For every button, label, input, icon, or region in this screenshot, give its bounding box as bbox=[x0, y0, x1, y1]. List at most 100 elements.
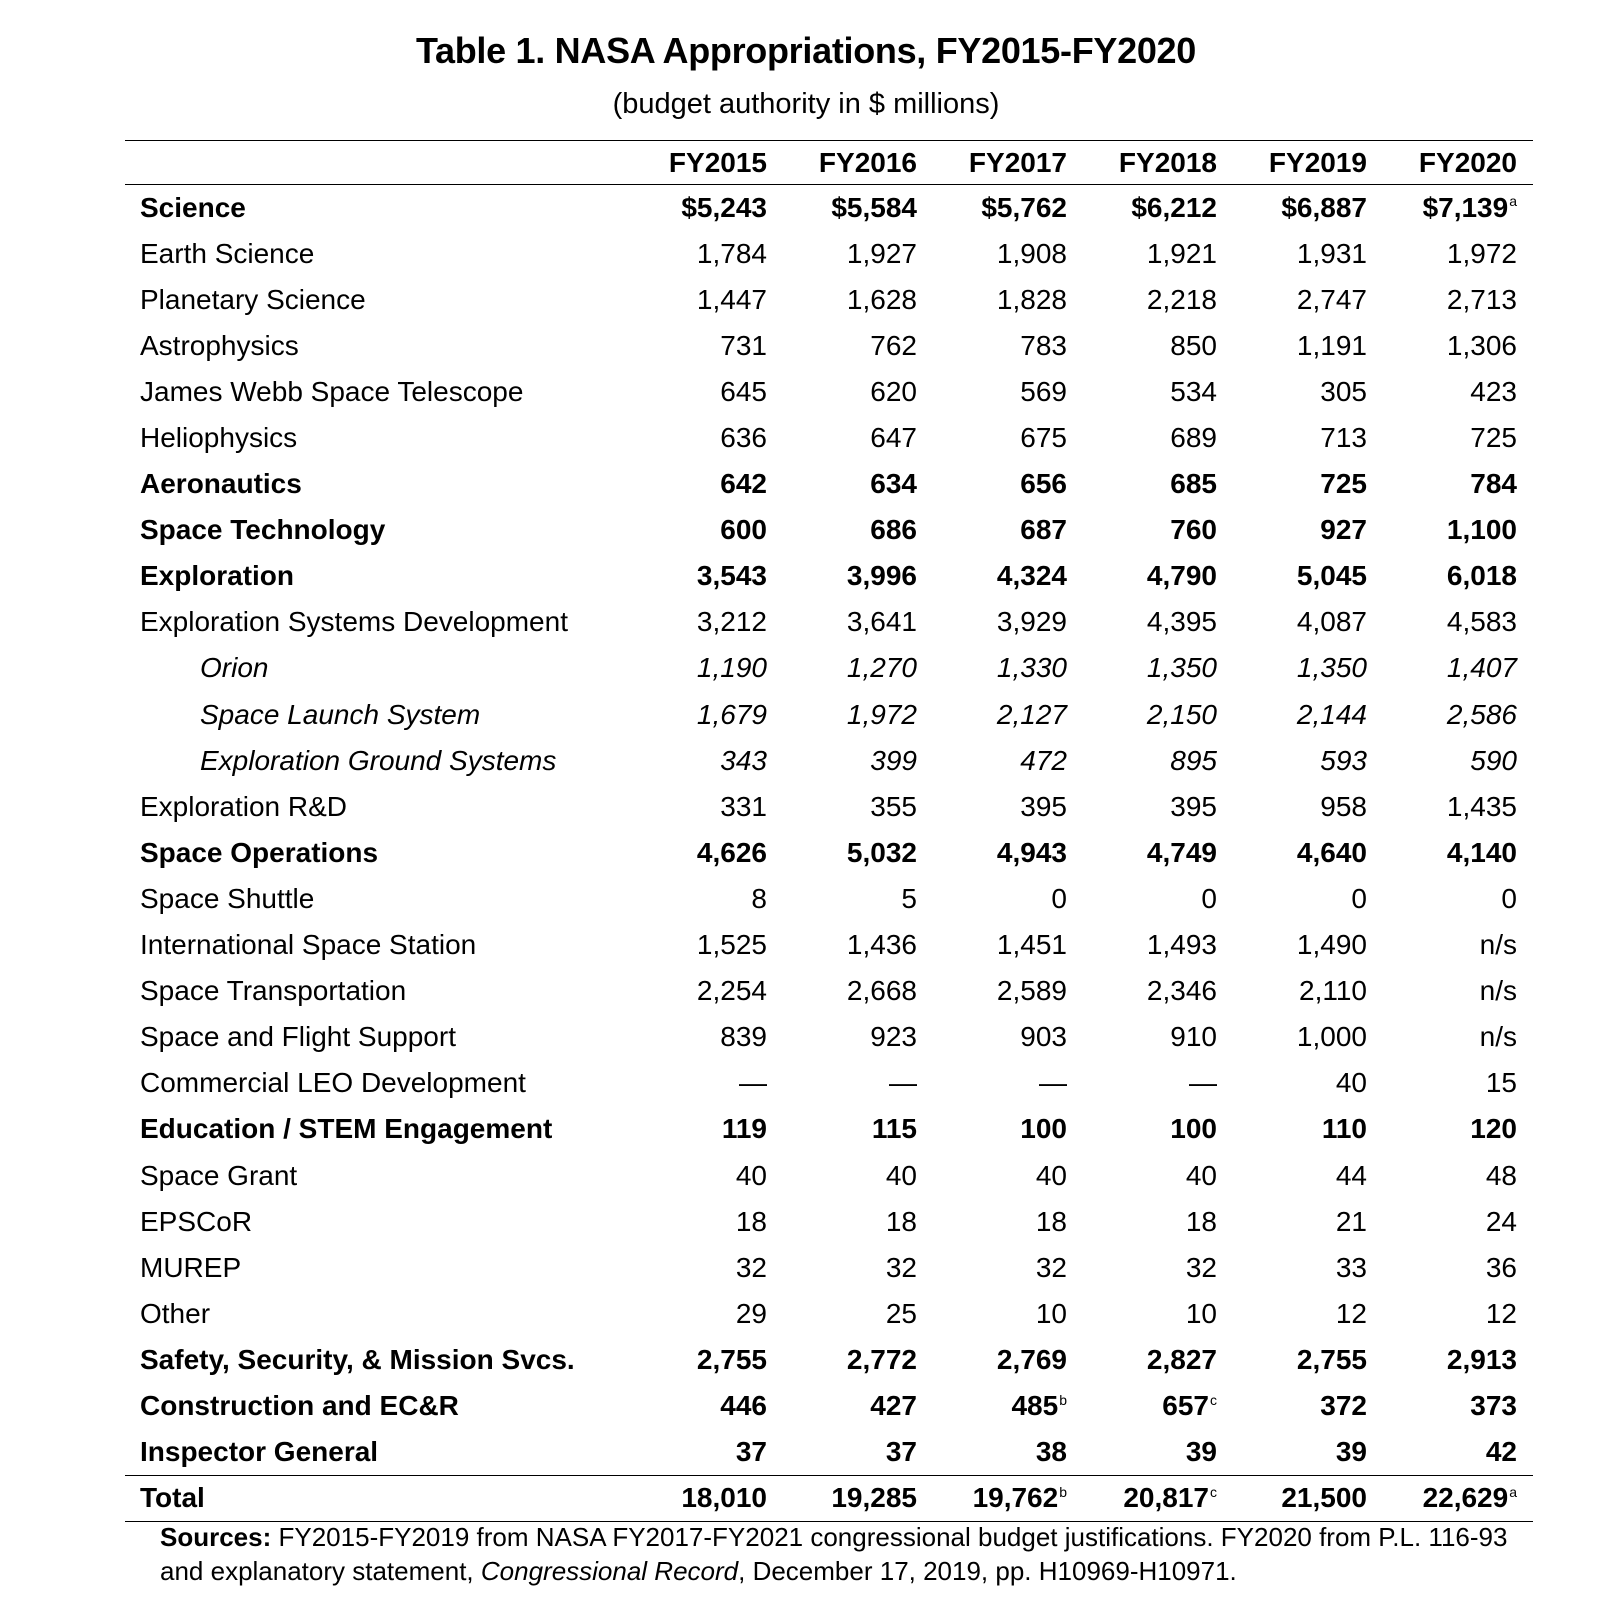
value-cell: 2,668 bbox=[783, 968, 933, 1014]
row-label: Space Operations bbox=[140, 836, 379, 868]
value-cell: 2,346 bbox=[1083, 968, 1233, 1014]
row-label: Exploration R&D bbox=[140, 790, 347, 822]
value-cell: 373 bbox=[1383, 1383, 1533, 1429]
value-cell: 38 bbox=[933, 1429, 1083, 1475]
value-cell: 927 bbox=[1233, 507, 1383, 553]
cell-value: 4,943 bbox=[996, 836, 1067, 868]
row-label: Construction and EC&R bbox=[140, 1389, 459, 1421]
cell-value: 10 bbox=[1035, 1297, 1067, 1329]
value-cell: 10 bbox=[1083, 1291, 1233, 1337]
cell-value: 40 bbox=[1035, 1159, 1067, 1191]
cell-value: $5,584 bbox=[831, 191, 917, 223]
cell-value: 903 bbox=[1020, 1021, 1067, 1053]
cell-value: 1,451 bbox=[996, 929, 1067, 961]
value-cell: 44 bbox=[1233, 1152, 1383, 1198]
value-cell: 590 bbox=[1383, 738, 1533, 784]
footnote-marker: a bbox=[1509, 193, 1517, 210]
value-cell: 910 bbox=[1083, 1014, 1233, 1060]
cell-value: 40 bbox=[735, 1159, 767, 1191]
row-label: Education / STEM Engagement bbox=[140, 1113, 553, 1145]
value-cell: $6,212 bbox=[1083, 185, 1233, 231]
cell-value: 2,772 bbox=[846, 1343, 917, 1375]
value-cell: 1,451 bbox=[933, 922, 1083, 968]
value-cell: 29 bbox=[633, 1291, 783, 1337]
cell-value: 762 bbox=[870, 329, 917, 361]
value-cell: — bbox=[1083, 1060, 1233, 1106]
value-cell: — bbox=[783, 1060, 933, 1106]
cell-value: 3,996 bbox=[846, 560, 917, 592]
value-cell: 687 bbox=[933, 507, 1083, 553]
table-row: Exploration R&D 331 355 395 395 958 1,435 bbox=[125, 784, 1533, 830]
value-cell: 1,100 bbox=[1383, 507, 1533, 553]
column-header: FY2016 bbox=[783, 140, 933, 185]
value-cell: 2,586 bbox=[1383, 692, 1533, 738]
table-row: Exploration Systems Development 3,212 3,64… bbox=[125, 599, 1533, 645]
value-cell: 25 bbox=[783, 1291, 933, 1337]
cell-value: 2,144 bbox=[1296, 698, 1367, 730]
cell-value: 1,525 bbox=[696, 929, 767, 961]
cell-value: 427 bbox=[870, 1389, 917, 1421]
table-row: Space Grant 40 40 40 40 44 48 bbox=[125, 1152, 1533, 1198]
cell-value: 4,395 bbox=[1146, 606, 1217, 638]
value-cell: 24 bbox=[1383, 1199, 1533, 1245]
value-cell: 1,972 bbox=[1383, 231, 1533, 277]
value-cell: 472 bbox=[933, 738, 1083, 784]
cell-value: 657 bbox=[1162, 1389, 1209, 1421]
cell-value: 1,100 bbox=[1446, 514, 1517, 546]
table-row: Safety, Security, & Mission Svcs. 2,755 2,… bbox=[125, 1337, 1533, 1383]
cell-value: 24 bbox=[1485, 1205, 1517, 1237]
cell-value: n/s bbox=[1479, 975, 1517, 1007]
cell-value: 4,749 bbox=[1146, 836, 1217, 868]
value-cell: 40 bbox=[1233, 1060, 1383, 1106]
value-cell: $5,243 bbox=[633, 185, 783, 231]
value-cell: 1,000 bbox=[1233, 1014, 1383, 1060]
value-cell: 731 bbox=[633, 323, 783, 369]
cell-value: — bbox=[1039, 1067, 1067, 1099]
cell-value: 8 bbox=[751, 882, 767, 914]
cell-value: 37 bbox=[885, 1435, 917, 1467]
value-cell: 39 bbox=[1083, 1429, 1233, 1475]
cell-value: 4,140 bbox=[1446, 836, 1517, 868]
row-label: Heliophysics bbox=[140, 422, 298, 454]
value-cell: 958 bbox=[1233, 784, 1383, 830]
cell-value: 1,350 bbox=[1296, 652, 1367, 684]
table-row: Planetary Science 1,447 1,628 1,828 2,218 2,7… bbox=[125, 277, 1533, 323]
value-cell: 689 bbox=[1083, 415, 1233, 461]
cell-value: 1,407 bbox=[1446, 652, 1517, 684]
value-cell: 3,929 bbox=[933, 599, 1083, 645]
cell-value: 100 bbox=[1170, 1113, 1217, 1145]
value-cell: 3,641 bbox=[783, 599, 933, 645]
value-cell: 100 bbox=[933, 1106, 1083, 1152]
table-row: Exploration 3,543 3,996 4,324 4,790 5,045 6,01… bbox=[125, 553, 1533, 599]
cell-value: 32 bbox=[1035, 1251, 1067, 1283]
value-cell: $7,139a bbox=[1383, 185, 1533, 231]
cell-value: 1,908 bbox=[996, 237, 1067, 269]
table-row: Space Transportation 2,254 2,668 2,589 2,346… bbox=[125, 968, 1533, 1014]
cell-value: $6,887 bbox=[1281, 191, 1367, 223]
cell-value: 120 bbox=[1470, 1113, 1517, 1145]
value-cell: 395 bbox=[933, 784, 1083, 830]
value-cell: 1,435 bbox=[1383, 784, 1533, 830]
value-cell: 18 bbox=[783, 1199, 933, 1245]
row-label: Exploration Ground Systems bbox=[200, 744, 557, 776]
footnote-marker: c bbox=[1210, 1483, 1217, 1500]
value-cell: 3,543 bbox=[633, 553, 783, 599]
value-cell: 0 bbox=[1233, 876, 1383, 922]
value-cell: 923 bbox=[783, 1014, 933, 1060]
appropriations-table: FY2015 FY2016 FY2017 FY2018 FY2019 FY202… bbox=[125, 140, 1533, 1522]
row-label: Earth Science bbox=[140, 237, 315, 269]
value-cell: 4,626 bbox=[633, 830, 783, 876]
value-cell: 1,330 bbox=[933, 645, 1083, 691]
cell-value: 2,254 bbox=[696, 975, 767, 1007]
table-row: Astrophysics 731 762 783 850 1,191 1,306 bbox=[125, 323, 1533, 369]
value-cell: 120 bbox=[1383, 1106, 1533, 1152]
value-cell: 20,817c bbox=[1083, 1475, 1233, 1521]
value-cell: 593 bbox=[1233, 738, 1383, 784]
value-cell: 1,191 bbox=[1233, 323, 1383, 369]
cell-value: 12 bbox=[1485, 1297, 1517, 1329]
value-cell: 2,254 bbox=[633, 968, 783, 1014]
value-cell: 32 bbox=[933, 1245, 1083, 1291]
value-cell: 372 bbox=[1233, 1383, 1383, 1429]
table-row: International Space Station 1,525 1,436 1,4… bbox=[125, 922, 1533, 968]
value-cell: 40 bbox=[633, 1152, 783, 1198]
